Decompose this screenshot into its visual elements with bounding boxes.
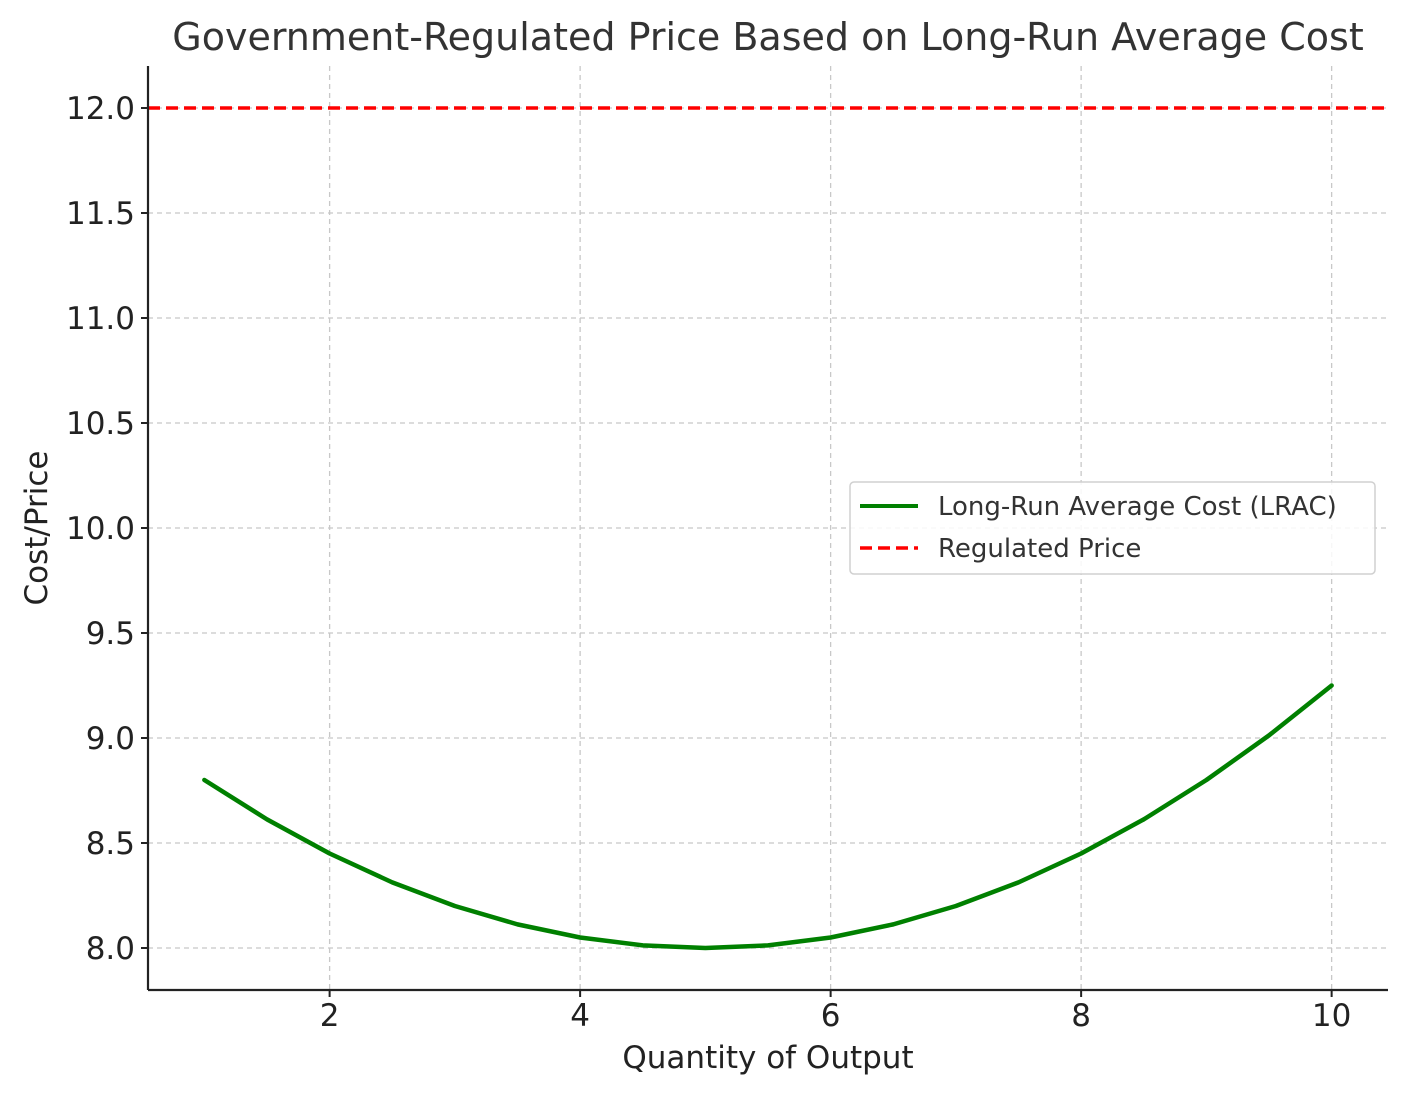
x-tick-label: 8	[1071, 998, 1091, 1034]
legend: Long-Run Average Cost (LRAC) Regulated P…	[849, 481, 1376, 575]
y-tick-label: 11.0	[66, 301, 135, 337]
y-tick-label: 11.5	[66, 196, 135, 232]
x-tick-label: 10	[1312, 998, 1351, 1034]
y-tick-label: 10.5	[66, 406, 135, 442]
legend-label-regulated-price: Regulated Price	[938, 534, 1141, 564]
legend-label-lrac: Long-Run Average Cost (LRAC)	[938, 492, 1337, 522]
x-axis-label: Quantity of Output	[622, 1040, 913, 1076]
y-tick-label: 10.0	[66, 511, 135, 547]
y-tick-label: 8.0	[86, 931, 135, 967]
y-tick-label: 12.0	[66, 91, 135, 127]
series-layer	[148, 106, 1388, 951]
x-tick-label: 6	[821, 998, 841, 1034]
y-tick-label: 8.5	[86, 826, 135, 862]
legend-box	[849, 481, 1376, 575]
y-tick-label: 9.5	[86, 616, 135, 652]
y-axis-label: Cost/Price	[19, 451, 55, 606]
x-tick-label: 4	[570, 998, 590, 1034]
series-line-lrac	[202, 683, 1334, 951]
chart-title: Government-Regulated Price Based on Long…	[172, 15, 1363, 59]
x-tick-label: 2	[320, 998, 340, 1034]
ticks-layer: 2 4 6 8 10 8.0 8.5 9.0 9.5 10.0 10.5 11.0 11.5 12.0	[66, 91, 1351, 1034]
y-tick-label: 9.0	[86, 721, 135, 757]
